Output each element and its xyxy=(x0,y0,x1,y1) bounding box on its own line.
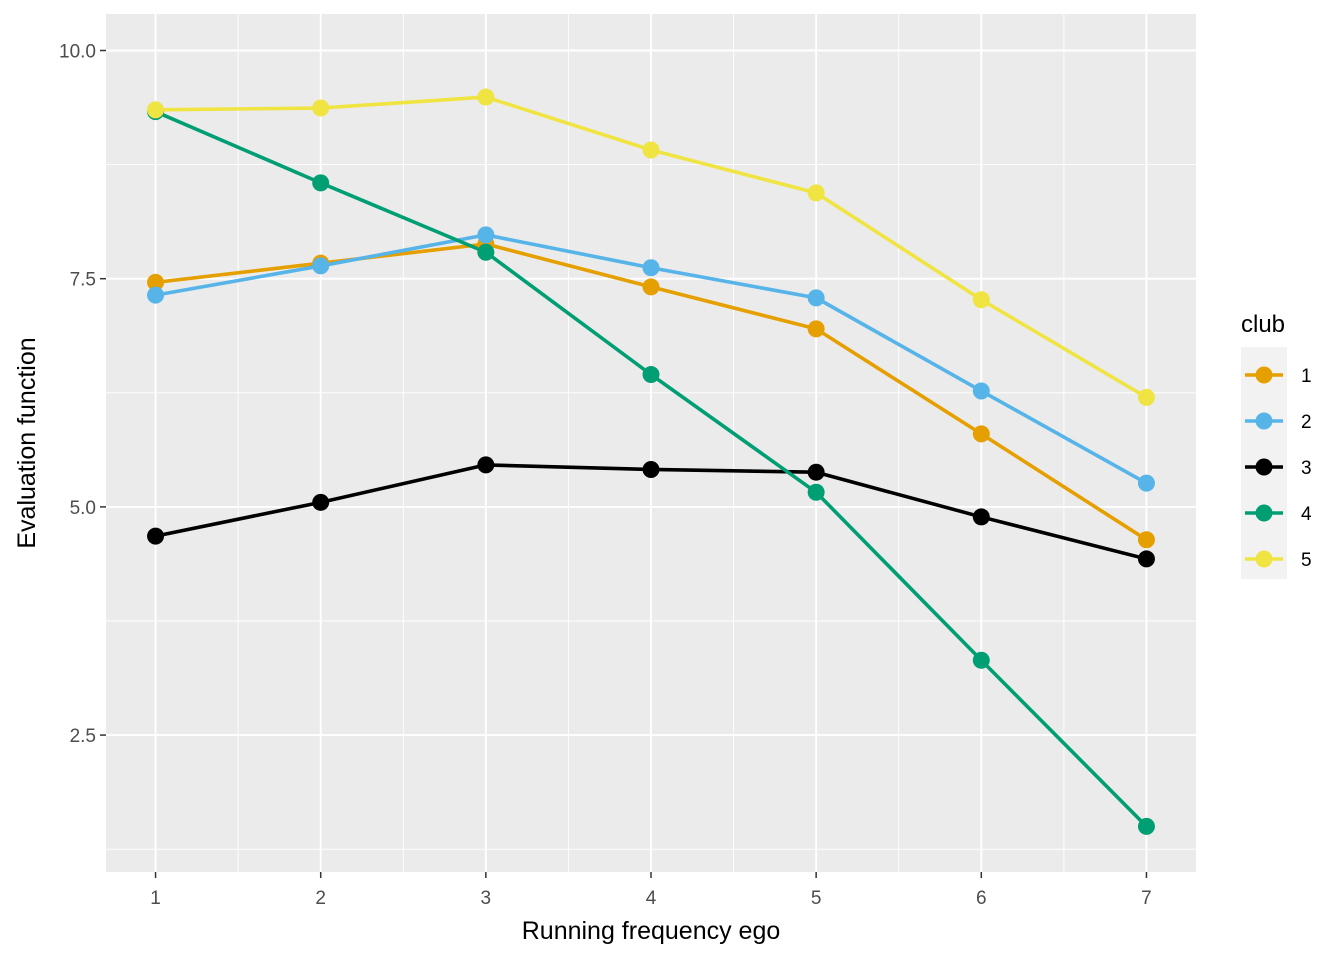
data-point-club-3 xyxy=(642,460,660,478)
data-point-club-4 xyxy=(477,243,495,261)
legend-label-2: 2 xyxy=(1301,412,1312,433)
data-point-club-2 xyxy=(972,382,990,400)
data-point-club-4 xyxy=(312,174,330,192)
legend-key-point-1 xyxy=(1255,366,1273,384)
data-point-club-2 xyxy=(1137,474,1155,492)
y-tick-label: 5.0 xyxy=(70,498,96,519)
x-tick-label: 5 xyxy=(811,888,822,909)
data-point-club-2 xyxy=(642,259,660,277)
data-point-club-2 xyxy=(312,257,330,275)
data-point-club-3 xyxy=(477,456,495,474)
y-axis: 2.5 5.0 7.5 10.0 xyxy=(59,42,106,747)
y-tick-label: 10.0 xyxy=(59,42,96,63)
x-tick-label: 4 xyxy=(646,888,657,909)
data-point-club-4 xyxy=(972,651,990,669)
data-point-club-4 xyxy=(642,366,660,384)
legend-label-3: 3 xyxy=(1301,458,1312,479)
data-point-club-5 xyxy=(972,291,990,309)
legend-key-point-2 xyxy=(1255,412,1273,430)
x-tick-label: 2 xyxy=(315,888,326,909)
legend-label-5: 5 xyxy=(1301,550,1312,571)
data-point-club-3 xyxy=(972,508,990,526)
legend-key-point-5 xyxy=(1255,550,1273,568)
data-point-club-2 xyxy=(477,226,495,244)
data-point-club-5 xyxy=(477,88,495,106)
x-axis-title: Running frequency ego xyxy=(522,917,781,945)
data-point-club-4 xyxy=(1137,817,1155,835)
legend-key-point-3 xyxy=(1255,458,1273,476)
data-point-club-1 xyxy=(642,278,660,296)
data-point-club-1 xyxy=(807,320,825,338)
data-point-club-5 xyxy=(807,184,825,202)
y-axis-title: Evaluation function xyxy=(13,337,41,548)
legend: club 1 2 3 4 5 xyxy=(1241,311,1312,579)
data-point-club-4 xyxy=(807,483,825,501)
x-axis: 1 2 3 4 5 6 7 xyxy=(150,872,1152,909)
x-tick-label: 6 xyxy=(976,888,987,909)
legend-label-1: 1 xyxy=(1301,366,1312,387)
data-point-club-5 xyxy=(642,141,660,159)
x-tick-label: 7 xyxy=(1141,888,1152,909)
x-tick-label: 3 xyxy=(481,888,492,909)
data-point-club-2 xyxy=(807,289,825,307)
data-point-club-1 xyxy=(1137,531,1155,549)
x-tick-label: 1 xyxy=(150,888,161,909)
data-point-club-5 xyxy=(1137,388,1155,406)
legend-title: club xyxy=(1241,311,1285,338)
data-point-club-2 xyxy=(147,286,165,304)
data-point-club-1 xyxy=(147,273,165,291)
data-point-club-3 xyxy=(312,493,330,511)
data-point-club-1 xyxy=(972,425,990,443)
series-points xyxy=(147,88,1155,835)
data-point-club-3 xyxy=(807,463,825,481)
legend-key-point-4 xyxy=(1255,504,1273,522)
y-tick-label: 2.5 xyxy=(70,726,96,747)
data-point-club-5 xyxy=(312,99,330,117)
data-point-club-3 xyxy=(147,527,165,545)
y-tick-label: 7.5 xyxy=(70,270,96,291)
legend-label-4: 4 xyxy=(1301,504,1312,525)
data-point-club-5 xyxy=(147,101,165,119)
data-point-club-3 xyxy=(1137,550,1155,568)
